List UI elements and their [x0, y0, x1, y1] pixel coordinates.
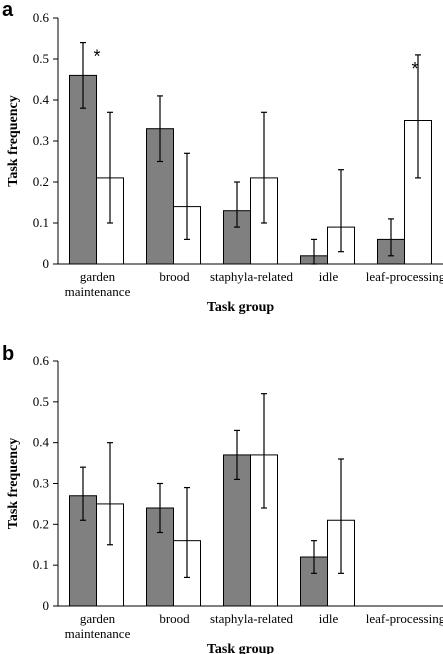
panel-a-chart: a 0 0.1 0.2 0.3 0.4 0.5 0.6 Task frequency garden… [2, 0, 443, 315]
y-tick-label: 0 [43, 256, 50, 271]
y-tick-label: 0.2 [33, 174, 49, 189]
panel-label: a [2, 0, 14, 21]
x-category-label: idle [319, 611, 339, 626]
y-tick-label: 0.1 [33, 215, 49, 230]
x-category-label: idle [319, 269, 339, 284]
y-tick-label: 0.2 [33, 516, 49, 531]
x-axis-title: Task group [207, 642, 275, 654]
x-category-label: garden [80, 611, 116, 626]
y-tick-label: 0 [43, 598, 50, 613]
y-tick-label: 0.5 [33, 51, 49, 66]
y-tick-label: 0.1 [33, 557, 49, 572]
y-tick-label: 0.5 [33, 394, 49, 409]
significance-star: * [411, 59, 418, 79]
x-category-label: leaf-processing [366, 611, 443, 626]
y-tick-label: 0.3 [33, 476, 49, 491]
x-category-label: maintenance [65, 626, 131, 641]
x-axis-title: Task group [207, 300, 275, 315]
significance-star: * [93, 47, 100, 67]
y-tick-label: 0.4 [33, 92, 50, 107]
x-category-label: brood [159, 611, 190, 626]
y-tick-label: 0.6 [33, 10, 50, 25]
x-category-label: brood [159, 269, 190, 284]
bar-series-1 [223, 454, 251, 607]
x-category-label: maintenance [65, 284, 131, 299]
y-tick-label: 0.3 [33, 133, 49, 148]
panel-b-chart: b 0 0.1 0.2 0.3 0.4 0.5 0.6 Task frequency garden… [2, 343, 443, 654]
y-tick-label: 0.4 [33, 435, 50, 450]
panel-label: b [2, 343, 14, 365]
x-category-label: garden [80, 269, 116, 284]
x-category-label: staphyla-related [210, 269, 294, 284]
x-category-label: staphyla-related [210, 611, 294, 626]
y-axis-title: Task frequency [6, 438, 21, 529]
x-category-label: leaf-processing [366, 269, 443, 284]
y-tick-label: 0.6 [33, 353, 50, 368]
y-axis-title: Task frequency [6, 95, 21, 186]
